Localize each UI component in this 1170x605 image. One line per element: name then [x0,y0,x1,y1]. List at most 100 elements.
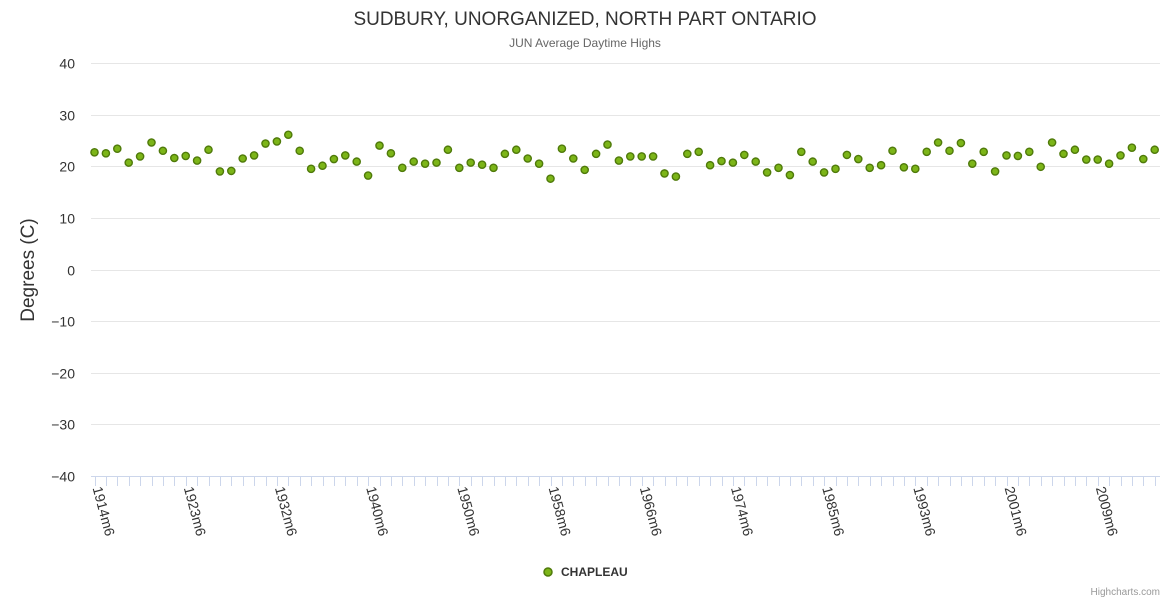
data-point[interactable] [1150,145,1159,155]
credits-link[interactable]: Highcharts.com [1091,587,1160,598]
data-point[interactable] [694,147,704,157]
data-point[interactable] [990,167,1000,176]
data-point[interactable] [648,152,658,161]
data-point[interactable] [945,146,954,156]
data-point[interactable] [466,158,476,167]
data-point[interactable] [569,154,578,163]
data-point[interactable] [500,149,510,159]
data-point[interactable] [717,156,726,166]
data-point[interactable] [1093,155,1102,164]
data-point[interactable] [1047,138,1057,147]
data-point[interactable] [477,160,487,170]
data-point[interactable] [888,146,897,156]
data-point[interactable] [751,157,761,166]
data-point[interactable] [113,144,122,153]
data-point[interactable] [306,164,316,174]
data-point[interactable] [489,163,498,173]
data-point[interactable] [1104,159,1114,168]
data-point[interactable] [261,139,270,148]
data-point[interactable] [740,150,749,160]
data-point[interactable] [295,146,305,156]
data-point[interactable] [911,164,920,174]
data-point[interactable] [933,138,943,147]
data-point[interactable] [819,168,829,177]
data-point[interactable] [774,163,783,173]
data-point[interactable] [1059,149,1068,159]
data-point[interactable] [557,144,567,153]
data-point[interactable] [101,149,111,158]
data-point[interactable] [728,158,738,167]
data-point[interactable] [375,141,384,150]
data-point[interactable] [1116,151,1125,160]
data-point[interactable] [135,152,145,161]
data-point[interactable] [318,161,327,171]
data-point[interactable] [397,163,407,173]
data-point[interactable] [420,159,430,168]
data-point[interactable] [226,166,236,176]
data-point[interactable] [272,137,282,146]
data-point[interactable] [386,149,396,158]
data-point[interactable] [523,154,533,163]
data-point[interactable] [705,160,715,170]
data-point[interactable] [204,145,213,155]
data-point[interactable] [124,158,133,167]
data-point[interactable] [660,169,669,178]
data-point[interactable] [1082,155,1091,164]
data-point[interactable] [626,152,635,161]
data-point[interactable] [329,154,339,164]
data-point[interactable] [363,171,373,180]
data-point[interactable] [215,167,225,176]
data-point[interactable] [591,149,601,159]
data-point[interactable] [785,170,795,180]
data-point[interactable] [614,156,624,165]
data-point[interactable] [90,148,99,157]
data-point[interactable] [158,146,168,156]
data-point[interactable] [762,168,772,177]
data-point[interactable] [808,157,818,166]
data-point[interactable] [1139,154,1148,164]
data-point[interactable] [546,174,555,183]
data-point[interactable] [968,159,977,168]
data-point[interactable] [1025,147,1034,157]
data-point[interactable] [432,158,441,167]
data-point[interactable] [683,149,692,159]
data-point[interactable] [181,151,190,161]
data-point[interactable] [340,151,350,160]
data-point[interactable] [249,151,259,160]
data-point[interactable] [409,157,419,166]
data-point[interactable] [1127,143,1137,152]
data-point[interactable] [443,145,453,155]
data-point[interactable] [454,163,464,173]
series-chapleau-points[interactable] [90,130,1159,183]
legend-item-chapleau[interactable]: CHAPLEAU [543,565,628,579]
data-point[interactable] [1070,145,1080,155]
data-point[interactable] [169,153,179,163]
data-point[interactable] [1002,151,1011,160]
data-point[interactable] [979,147,989,157]
data-point[interactable] [1013,151,1023,161]
data-point[interactable] [865,163,875,173]
data-point[interactable] [876,160,886,170]
data-point[interactable] [831,164,840,174]
data-point[interactable] [238,154,247,163]
data-point[interactable] [147,138,156,147]
data-point[interactable] [512,145,521,155]
data-point[interactable] [637,152,647,161]
data-point[interactable] [283,130,293,140]
data-point[interactable] [352,157,362,166]
x-tick-label: 1958m6 [546,485,575,538]
data-point[interactable] [797,147,806,157]
data-point[interactable] [854,154,863,164]
data-point[interactable] [534,159,544,168]
data-point[interactable] [899,162,909,172]
data-point[interactable] [671,172,681,181]
data-point[interactable] [842,150,852,160]
data-point[interactable] [1036,162,1045,172]
x-tick-label: 1923m6 [181,485,210,538]
data-point[interactable] [922,147,932,157]
data-point[interactable] [956,138,966,148]
data-point[interactable] [603,140,612,149]
x-axis [91,476,1160,486]
data-point[interactable] [192,156,202,165]
data-point[interactable] [580,165,590,175]
